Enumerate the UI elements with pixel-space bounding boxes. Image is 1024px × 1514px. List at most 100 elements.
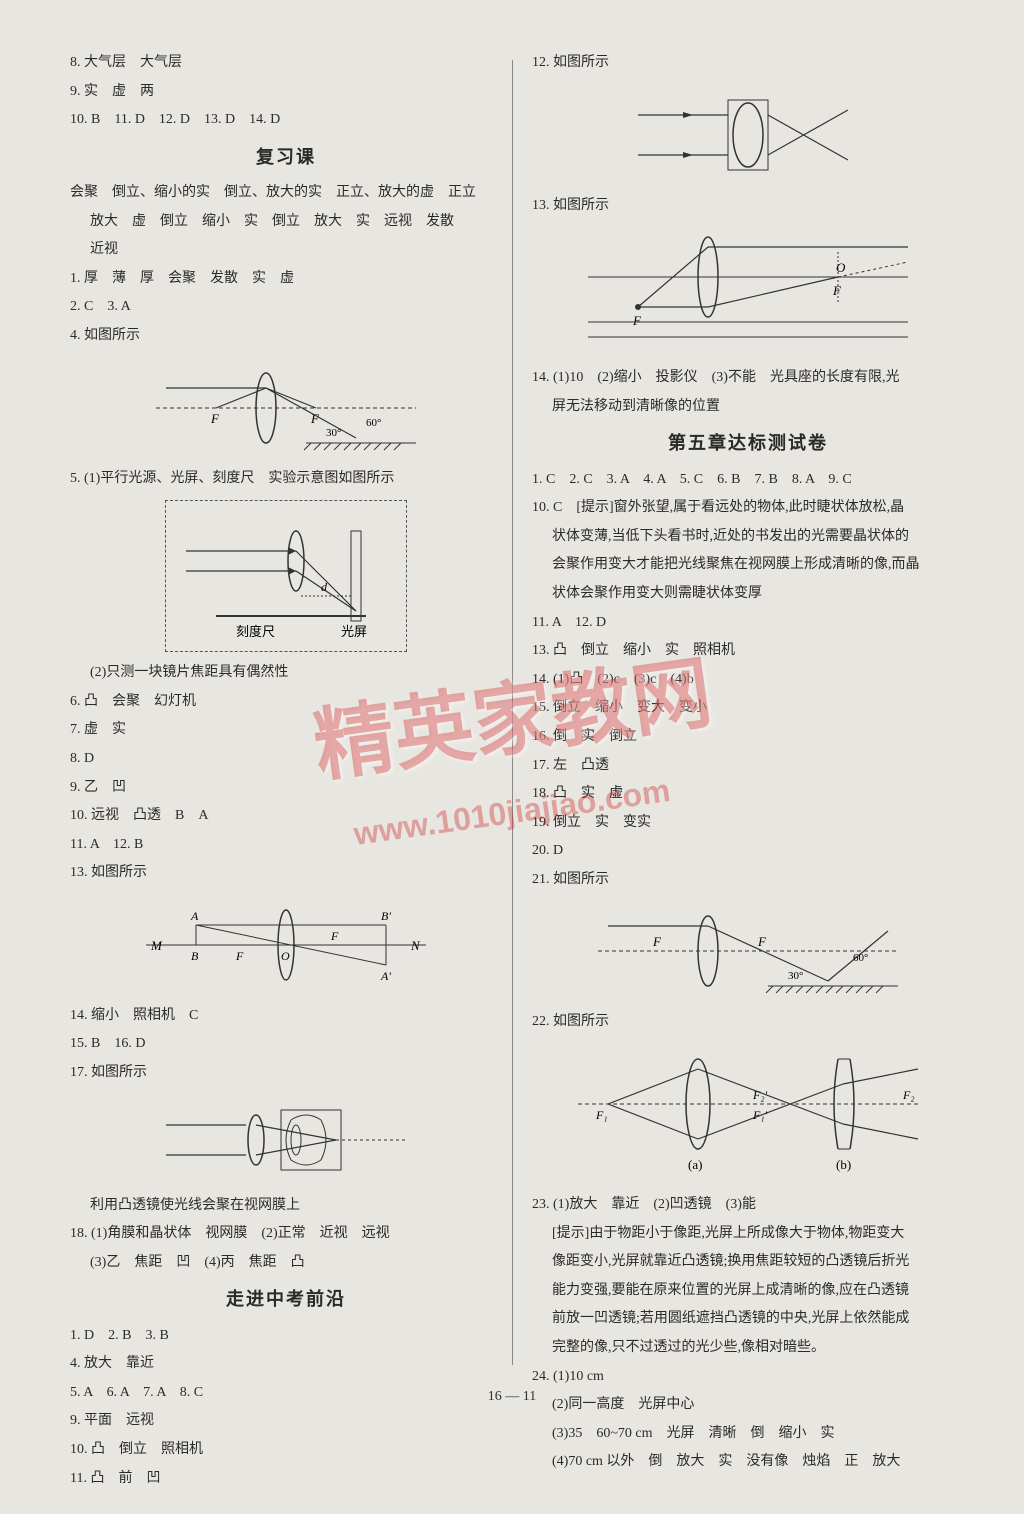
answer-line: 能力变强,要能在原来位置的光屏上成清晰的像,应在凸透镜 (532, 1278, 964, 1305)
answer-line: 7. 虚 实 (70, 717, 502, 744)
svg-text:F: F (235, 949, 244, 963)
svg-text:F₂': F₂' (752, 1088, 768, 1102)
answer-line: 14. 缩小 照相机 C (70, 1003, 502, 1030)
diagram-label-b: (b) (836, 1157, 851, 1172)
answer-line: 18. (1)角膜和晶状体 视网膜 (2)正常 近视 远视 (70, 1221, 502, 1248)
answer-line: 23. (1)放大 靠近 (2)凹透镜 (3)能 (532, 1192, 964, 1219)
answer-line: 放大 虚 倒立 缩小 实 倒立 放大 实 远视 发散 (70, 209, 502, 236)
lens-diagram-1: F F 30° 60° (70, 358, 502, 458)
svg-text:F: F (652, 934, 662, 949)
answer-line: 5. A 6. A 7. A 8. C (70, 1380, 502, 1407)
diagram-label-a: (a) (688, 1157, 702, 1172)
answer-line: 10. C [提示]窗外张望,属于看远处的物体,此时睫状体放松,晶 (532, 495, 964, 522)
answer-line: 11. A 12. B (70, 832, 502, 859)
svg-text:B': B' (381, 909, 391, 923)
label-ruler: 刻度尺 (236, 624, 275, 639)
section-title-exam: 走进中考前沿 (70, 1282, 502, 1316)
svg-text:F: F (632, 313, 642, 328)
answer-line: 2. C 3. A (70, 294, 502, 321)
answer-line: 状体会聚作用变大则需睫状体变厚 (532, 581, 964, 608)
page-number: 16 — 11 (488, 1389, 536, 1405)
lens-diagram-3: M A B F O F B' A' N (70, 895, 502, 995)
svg-text:F₁': F₁' (752, 1108, 768, 1122)
lens-diagram-r2: F O F (532, 227, 964, 357)
answer-line: 前放一凹透镜;若用圆纸遮挡凸透镜的中央,光屏上依然能成 (532, 1306, 964, 1333)
answer-line: 5. (1)平行光源、光屏、刻度尺 实验示意图如图所示 (70, 466, 502, 493)
answer-line: 14. (1)10 (2)缩小 投影仪 (3)不能 光具座的长度有限,光 (532, 365, 964, 392)
answer-line: 利用凸透镜使光线会聚在视网膜上 (70, 1193, 502, 1220)
svg-text:A: A (190, 909, 199, 923)
answer-line: 13. 凸 倒立 缩小 实 照相机 (532, 638, 964, 665)
answer-line: 10. B 11. D 12. D 13. D 14. D (70, 107, 502, 134)
svg-text:N: N (410, 938, 421, 953)
answer-line: 会聚 倒立、缩小的实 倒立、放大的实 正立、放大的虚 正立 (70, 180, 502, 207)
section-title-review: 复习课 (70, 140, 502, 174)
answer-line: 15. B 16. D (70, 1031, 502, 1058)
answer-line: 10. 远视 凸透 B A (70, 803, 502, 830)
answer-line: 会聚作用变大才能把光线聚焦在视网膜上形成清晰的像,而晶 (532, 552, 964, 579)
answer-line: 4. 放大 靠近 (70, 1351, 502, 1378)
lens-diagram-r4: F₁ F₂' F₁' F₂ (a) (b) (532, 1044, 964, 1184)
answer-line: 8. D (70, 746, 502, 773)
answer-line: 14. (1)凸 (2)c (3)c (4)b (532, 667, 964, 694)
svg-text:d: d (321, 580, 328, 594)
answer-line: 17. 如图所示 (70, 1060, 502, 1087)
svg-text:30°: 30° (326, 427, 341, 439)
answer-line: 10. 凸 倒立 照相机 (70, 1437, 502, 1464)
svg-text:B: B (191, 949, 199, 963)
svg-text:F: F (210, 411, 220, 426)
svg-text:60°: 60° (853, 952, 868, 964)
column-divider (512, 60, 513, 1365)
answer-line: 像距变小,光屏就靠近凸透镜;换用焦距较短的凸透镜后折光 (532, 1249, 964, 1276)
answer-line: 1. D 2. B 3. B (70, 1323, 502, 1350)
answer-line: 4. 如图所示 (70, 323, 502, 350)
answer-line: 16. 倒 实 倒立 (532, 724, 964, 751)
answer-line: 1. 厚 薄 厚 会聚 发散 实 虚 (70, 266, 502, 293)
answer-line: 状体变薄,当低下头看书时,近处的书发出的光需要晶状体的 (532, 524, 964, 551)
answer-line: 11. 凸 前 凹 (70, 1466, 502, 1493)
answer-line: 8. 大气层 大气层 (70, 50, 502, 77)
lens-diagram-r3: F F 30° 60° (532, 901, 964, 1001)
svg-text:F₂: F₂ (902, 1088, 915, 1102)
answer-line: 13. 如图所示 (70, 860, 502, 887)
svg-text:O: O (281, 949, 290, 963)
lens-diagram-2: d 刻度尺 光屏 (70, 500, 502, 652)
section-title-chapter5: 第五章达标测试卷 (532, 426, 964, 460)
right-column: 12. 如图所示 13. 如图所示 F (532, 50, 964, 1494)
answer-line: 近视 (70, 237, 502, 264)
answer-line: 13. 如图所示 (532, 193, 964, 220)
label-screen: 光屏 (341, 624, 367, 639)
svg-text:F: F (832, 283, 842, 298)
answer-line: 18. 凸 实 虚 (532, 781, 964, 808)
answer-line: (2)只测一块镜片焦距具有偶然性 (70, 660, 502, 687)
left-column: 8. 大气层 大气层 9. 实 虚 两 10. B 11. D 12. D 13… (70, 50, 502, 1494)
svg-text:A': A' (380, 969, 391, 983)
answer-line: [提示]由于物距小于像距,光屏上所成像大于物体,物距变大 (532, 1221, 964, 1248)
eye-diagram (70, 1095, 502, 1185)
answer-line: 11. A 12. D (532, 610, 964, 637)
answer-line: 21. 如图所示 (532, 867, 964, 894)
svg-text:F: F (310, 411, 320, 426)
answer-line: 22. 如图所示 (532, 1009, 964, 1036)
svg-text:M: M (150, 938, 163, 953)
answer-line: 15. 倒立 缩小 变大 变小 (532, 695, 964, 722)
answer-line: 屏无法移动到清晰像的位置 (532, 394, 964, 421)
answer-line: (4)70 cm 以外 倒 放大 实 没有像 烛焰 正 放大 (532, 1449, 964, 1476)
answer-line: (2)同一高度 光屏中心 (532, 1392, 964, 1419)
answer-line: 9. 乙 凹 (70, 775, 502, 802)
answer-line: 完整的像,只不过透过的光少些,像相对暗些。 (532, 1335, 964, 1362)
svg-text:F: F (330, 929, 339, 943)
svg-text:60°: 60° (366, 417, 381, 429)
answer-line: 17. 左 凸透 (532, 753, 964, 780)
answer-line: (3)乙 焦距 凹 (4)丙 焦距 凸 (70, 1250, 502, 1277)
answer-line: 1. C 2. C 3. A 4. A 5. C 6. B 7. B 8. A … (532, 467, 964, 494)
answer-line: 24. (1)10 cm (532, 1364, 964, 1391)
answer-line: 9. 平面 远视 (70, 1408, 502, 1435)
answer-line: 19. 倒立 实 变实 (532, 810, 964, 837)
svg-text:30°: 30° (788, 970, 803, 982)
answer-line: 6. 凸 会聚 幻灯机 (70, 689, 502, 716)
answer-line: 12. 如图所示 (532, 50, 964, 77)
answer-line: 9. 实 虚 两 (70, 79, 502, 106)
lens-diagram-r1 (532, 85, 964, 185)
svg-text:F₁: F₁ (595, 1108, 608, 1122)
